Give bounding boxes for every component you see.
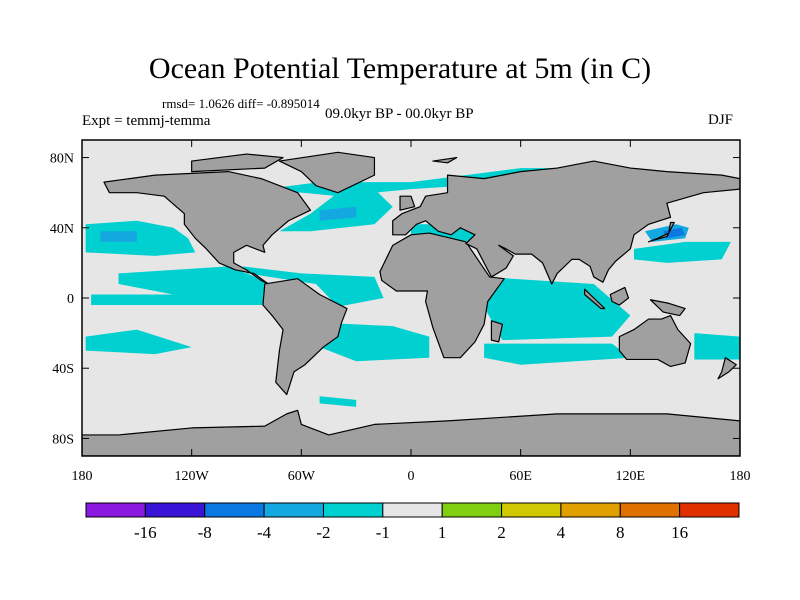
x-axis: 180 120W 60W 0 60E 120E 180 [72, 140, 751, 484]
period-label: 09.0kyr BP - 00.0kyr BP [325, 106, 474, 122]
anomaly-equatorial-band [91, 294, 265, 306]
colorbar-box [204, 502, 265, 518]
land-eurasia [392, 160, 740, 285]
x-tick-label: 0 [408, 469, 415, 484]
land-indonesia-borneo [609, 286, 630, 306]
land-greenland [278, 151, 376, 194]
x-tick-label: 120E [616, 469, 646, 484]
y-tick-label: 80N [50, 152, 74, 167]
anomaly-north-pacific-strong [100, 231, 137, 242]
anomaly-eastern-pacific [118, 266, 269, 302]
anomaly-atlantic-strong [319, 206, 357, 221]
anomaly-south-atlantic [319, 322, 430, 362]
colorbar-label: 16 [671, 523, 688, 542]
colorbar-box [441, 502, 503, 518]
colorbar-box [322, 502, 384, 518]
stats-label: rmsd= 1.0626 diff= -0.895014 [162, 96, 320, 111]
anomaly-nw-pacific [633, 241, 731, 263]
anomaly-southern-indian [484, 343, 631, 365]
x-tick-label: 180 [730, 469, 751, 484]
anomaly-southern-ocean [319, 396, 357, 407]
land-north-america [103, 171, 312, 285]
x-tick-label: 60E [509, 469, 532, 484]
colorbar-label: 4 [557, 523, 566, 542]
anomaly-tropical-atlantic [242, 266, 384, 307]
experiment-label: Expt = temmj-temma [82, 113, 211, 129]
land-new-guinea [649, 299, 686, 317]
colorbar-box [679, 502, 740, 518]
land-new-zealand [717, 357, 737, 380]
x-tick-label: 120W [175, 469, 210, 484]
colorbar-label: 2 [497, 523, 506, 542]
land-madagascar [490, 320, 503, 343]
anomaly-west-pacific-south [694, 333, 740, 360]
plot-title: Ocean Potential Temperature at 5m (in C) [148, 52, 652, 85]
colorbar-box [501, 502, 562, 518]
y-tick-label: 0 [67, 292, 74, 307]
anomaly-indian-ocean [484, 276, 631, 341]
colorbar-box [263, 502, 324, 518]
land-africa [379, 232, 505, 359]
land-south-america [262, 278, 348, 396]
land-australia [618, 314, 692, 368]
land-masses [82, 151, 740, 456]
land-arctic-islands [191, 153, 284, 173]
y-axis: 80N 40N 0 40S 80S [50, 152, 740, 447]
x-tick-label: 180 [72, 469, 93, 484]
colorbar-box [144, 502, 206, 518]
colorbar-label: -4 [257, 523, 272, 542]
colorbar-box [382, 502, 443, 518]
land-indonesia-sumatra [584, 288, 606, 310]
y-tick-label: 40S [52, 362, 74, 377]
colorbar-label: -2 [316, 523, 330, 542]
y-tick-label: 40N [50, 222, 74, 237]
land-japan [648, 221, 675, 243]
colorbar-box [85, 502, 146, 518]
land-svalbard-region [432, 156, 458, 164]
colorbar-label: -16 [134, 523, 157, 542]
colorbar: -16 -8 -4 -2 -1 1 2 4 8 16 [85, 502, 740, 542]
colorbar-label: 1 [438, 523, 447, 542]
anomaly-north-pacific [85, 220, 196, 256]
anomaly-south-pacific [85, 329, 192, 355]
colorbar-box [560, 502, 621, 518]
colorbar-label: 8 [616, 523, 625, 542]
colorbar-label: -1 [376, 523, 390, 542]
land-british-isles [399, 195, 416, 211]
x-tick-label: 60W [288, 469, 316, 484]
season-label: DJF [708, 112, 734, 128]
land-antarctica [82, 409, 740, 456]
colorbar-box [619, 502, 681, 518]
colorbar-label: -8 [198, 523, 212, 542]
y-tick-label: 80S [52, 432, 74, 447]
